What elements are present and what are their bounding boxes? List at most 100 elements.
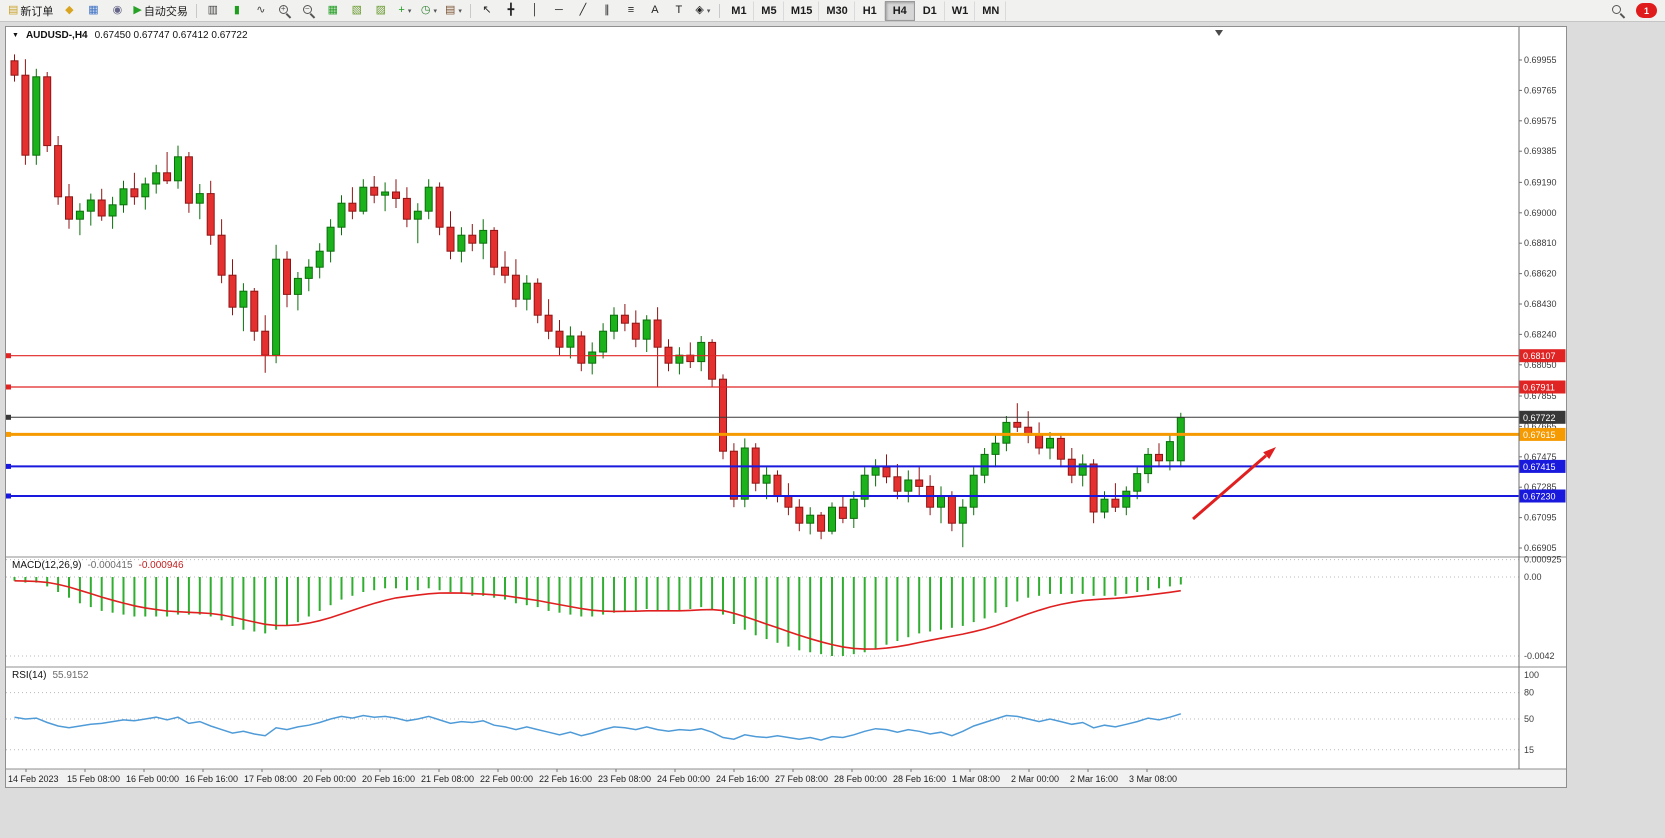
- cascade-windows-icon: ▧: [351, 4, 363, 16]
- profiles-button[interactable]: ◆: [57, 1, 81, 21]
- trend-arrow-annotation[interactable]: [1192, 447, 1276, 521]
- svg-text:0.67615: 0.67615: [1523, 430, 1556, 440]
- svg-text:0.67415: 0.67415: [1523, 462, 1556, 472]
- candlestick-button[interactable]: ▮: [225, 1, 249, 21]
- chart-shift-marker[interactable]: [1215, 30, 1223, 36]
- templates-icon: ▤: [445, 4, 456, 16]
- profiles-icon: ◆: [65, 4, 74, 16]
- charts-button[interactable]: ▦: [81, 1, 105, 21]
- candle-body: [261, 330, 270, 356]
- timeframe-m30[interactable]: M30: [819, 0, 855, 21]
- vertical-line-button[interactable]: │: [523, 1, 547, 21]
- channel-button[interactable]: ∥: [595, 1, 619, 21]
- candle-body: [326, 226, 335, 252]
- arrange-windows-button[interactable]: ▨: [369, 1, 393, 21]
- timeframe-h4[interactable]: H4: [884, 0, 915, 21]
- trendline-button[interactable]: ╱: [571, 1, 595, 21]
- auto-trading-button[interactable]: ▶ 自动交易: [129, 1, 191, 21]
- notification-badge[interactable]: 1: [1636, 3, 1657, 18]
- toolbar-separator: [469, 3, 471, 18]
- date-axis-label: 2 Mar 16:00: [1070, 774, 1118, 784]
- candlestick-icon: ▮: [233, 4, 240, 16]
- candle-body: [348, 202, 357, 212]
- candle-body: [163, 172, 172, 182]
- chart-svg: 0.69955 0.69765 0.69575 0.69385 0.69190 0.690…: [6, 27, 1566, 787]
- price-axis-label: 0.67665: [1524, 421, 1557, 431]
- candle-body: [184, 156, 193, 204]
- resistance-line-2-price-badge: 0.67911: [1519, 380, 1566, 394]
- timeframe-mn[interactable]: MN: [975, 0, 1007, 21]
- line-chart-button[interactable]: ∿: [249, 1, 273, 21]
- periods-button[interactable]: ◷ ▾: [417, 1, 441, 21]
- new-order-button[interactable]: ▤ 新订单: [4, 1, 57, 21]
- timeframe-m15[interactable]: M15: [784, 0, 820, 21]
- candle-body: [501, 266, 509, 276]
- auto-trading-icon: ▶: [133, 4, 142, 16]
- candle-body: [108, 204, 117, 217]
- toolbar-buttons: ▤ 新订单 ◆ ▦ ◉ ▶ 自动交易 ▥ ▮ ∿ + − ▦ ▧ ▨ + ▾ ◷ ▾ ▤ ▾ ↖ ╋ │ ─ ╱ ∥ ≡ A T ◈ ▾ M1 M…: [4, 0, 1007, 21]
- candle-body: [206, 193, 215, 236]
- cascade-windows-button[interactable]: ▧: [345, 1, 369, 21]
- candle-body: [315, 250, 324, 268]
- templates-button[interactable]: ▤ ▾: [441, 1, 466, 21]
- rsi-axis-label: 100: [1524, 670, 1539, 680]
- candle-body: [1100, 498, 1109, 513]
- candle-body: [653, 319, 662, 348]
- candle-body: [217, 234, 226, 276]
- candle-body: [304, 266, 313, 279]
- new-order-button-label: 新订单: [20, 5, 54, 18]
- candle-body: [1144, 453, 1153, 475]
- chart-canvas: 0.69955 0.69765 0.69575 0.69385 0.69190 0.690…: [6, 27, 1566, 787]
- pivot-line-price-badge: 0.67615: [1519, 427, 1566, 441]
- search-icon: [1611, 4, 1625, 18]
- candle-body: [740, 447, 749, 500]
- candle-body: [239, 290, 248, 308]
- svg-text:0.67911: 0.67911: [1523, 383, 1555, 393]
- candle-body: [947, 495, 956, 524]
- horizontal-line-button[interactable]: ─: [547, 1, 571, 21]
- rsi-axis-label: 80: [1524, 688, 1534, 698]
- fibonacci-button[interactable]: ≡: [619, 1, 643, 21]
- candle-body: [784, 495, 793, 508]
- search-button[interactable]: [1606, 1, 1630, 21]
- alerts-icon: ◉: [112, 4, 123, 16]
- timeframe-m1[interactable]: M1: [724, 0, 754, 21]
- candle-body: [991, 442, 1000, 455]
- candle-body: [577, 335, 586, 364]
- shapes-button[interactable]: ◈ ▾: [691, 1, 715, 21]
- caret-down-icon: ▾: [706, 7, 711, 15]
- text-label-button[interactable]: T: [667, 1, 691, 21]
- candle-body: [435, 186, 444, 228]
- timeframe-d1-label: D1: [922, 4, 937, 17]
- timeframe-d1[interactable]: D1: [915, 0, 945, 21]
- price-axis-label: 0.68240: [1524, 329, 1557, 339]
- timeframe-m5[interactable]: M5: [754, 0, 784, 21]
- candle-body: [1002, 421, 1011, 444]
- channel-icon: ∥: [604, 4, 610, 16]
- tile-windows-button[interactable]: ▦: [321, 1, 345, 21]
- candle-body: [675, 354, 684, 364]
- zoom-in-button[interactable]: +: [273, 1, 297, 21]
- date-axis-label: 20 Feb 16:00: [362, 774, 415, 784]
- cursor-button[interactable]: ↖: [475, 1, 499, 21]
- price-axis-label: 0.69575: [1524, 116, 1557, 126]
- price-axis-label: 0.68620: [1524, 269, 1557, 279]
- alerts-button[interactable]: ◉: [105, 1, 129, 21]
- timeframe-h4-label: H4: [892, 4, 907, 17]
- crosshair-button[interactable]: ╋: [499, 1, 523, 21]
- timeframe-w1[interactable]: W1: [945, 0, 976, 21]
- candle-body: [152, 172, 161, 185]
- indicators-button[interactable]: + ▾: [393, 1, 417, 21]
- candle-body: [511, 274, 520, 300]
- candle-body: [566, 335, 575, 348]
- text-button[interactable]: A: [643, 1, 667, 21]
- candle-body: [817, 514, 826, 532]
- candle-body: [915, 479, 924, 487]
- candle-body: [272, 258, 281, 356]
- bar-chart-button[interactable]: ▥: [201, 1, 225, 21]
- zoom-out-button[interactable]: −: [297, 1, 321, 21]
- timeframe-h1[interactable]: H1: [855, 0, 885, 21]
- candle-body: [555, 330, 564, 348]
- price-axis-label: 0.67095: [1524, 513, 1557, 523]
- rsi-axis-label: 50: [1524, 714, 1534, 724]
